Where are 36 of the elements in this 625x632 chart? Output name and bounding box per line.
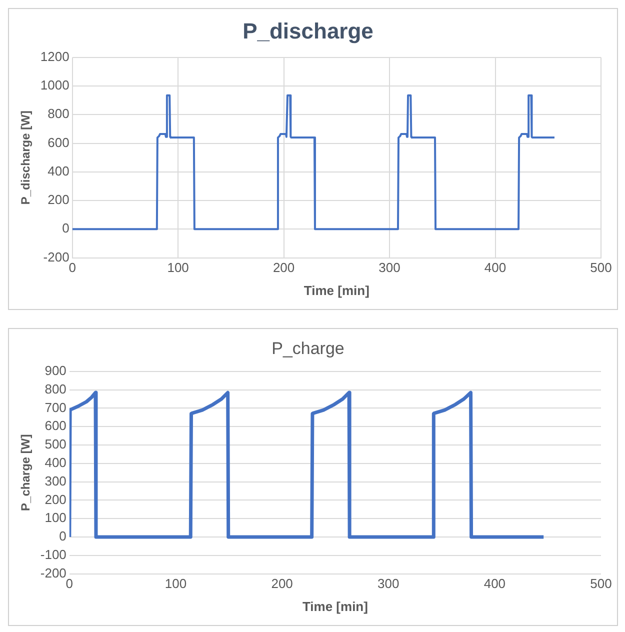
- y-tick-label: 200: [48, 192, 70, 208]
- x-axis-title: Time [min]: [302, 598, 368, 614]
- y-tick-label: 600: [48, 134, 70, 150]
- x-axis-title: Time [min]: [304, 282, 370, 298]
- y-tick-label: -100: [40, 546, 66, 562]
- y-axis-title: P_charge [W]: [18, 434, 33, 511]
- y-tick-label: 800: [44, 381, 66, 396]
- x-tick-label: 100: [167, 260, 189, 276]
- y-tick-label: 800: [48, 106, 70, 122]
- y-tick-label: 0: [62, 220, 70, 236]
- y-tick-label: 700: [44, 400, 66, 415]
- y-axis-title: P_discharge [W]: [18, 110, 33, 205]
- y-tick-label: -200: [40, 565, 66, 580]
- x-tick-label: 500: [590, 576, 612, 592]
- y-tick-label: 900: [44, 362, 66, 378]
- y-tick-label: 500: [44, 436, 66, 452]
- x-tick-label: 200: [271, 576, 293, 592]
- x-tick-label: 100: [164, 576, 187, 592]
- x-tick-label: 400: [484, 576, 506, 592]
- y-tick-label: 1200: [40, 48, 70, 64]
- y-tick-label: 600: [44, 418, 66, 434]
- x-tick-label: 300: [378, 576, 400, 592]
- chart-title: P_charge: [272, 338, 344, 358]
- y-tick-label: 400: [44, 454, 66, 470]
- x-tick-label: 400: [484, 260, 506, 276]
- y-tick-label: 1000: [40, 78, 70, 93]
- x-tick-label: 200: [272, 260, 295, 276]
- y-tick-label: 100: [44, 510, 66, 526]
- y-tick-label: 400: [48, 163, 70, 178]
- y-tick-label: 200: [44, 492, 66, 507]
- y-tick-label: 0: [59, 528, 66, 544]
- chart-title: P_discharge: [242, 18, 374, 44]
- x-tick-label: 300: [378, 260, 400, 276]
- x-tick-label: 500: [590, 260, 612, 276]
- y-tick-label: -200: [43, 249, 70, 264]
- y-tick-label: 300: [44, 473, 66, 488]
